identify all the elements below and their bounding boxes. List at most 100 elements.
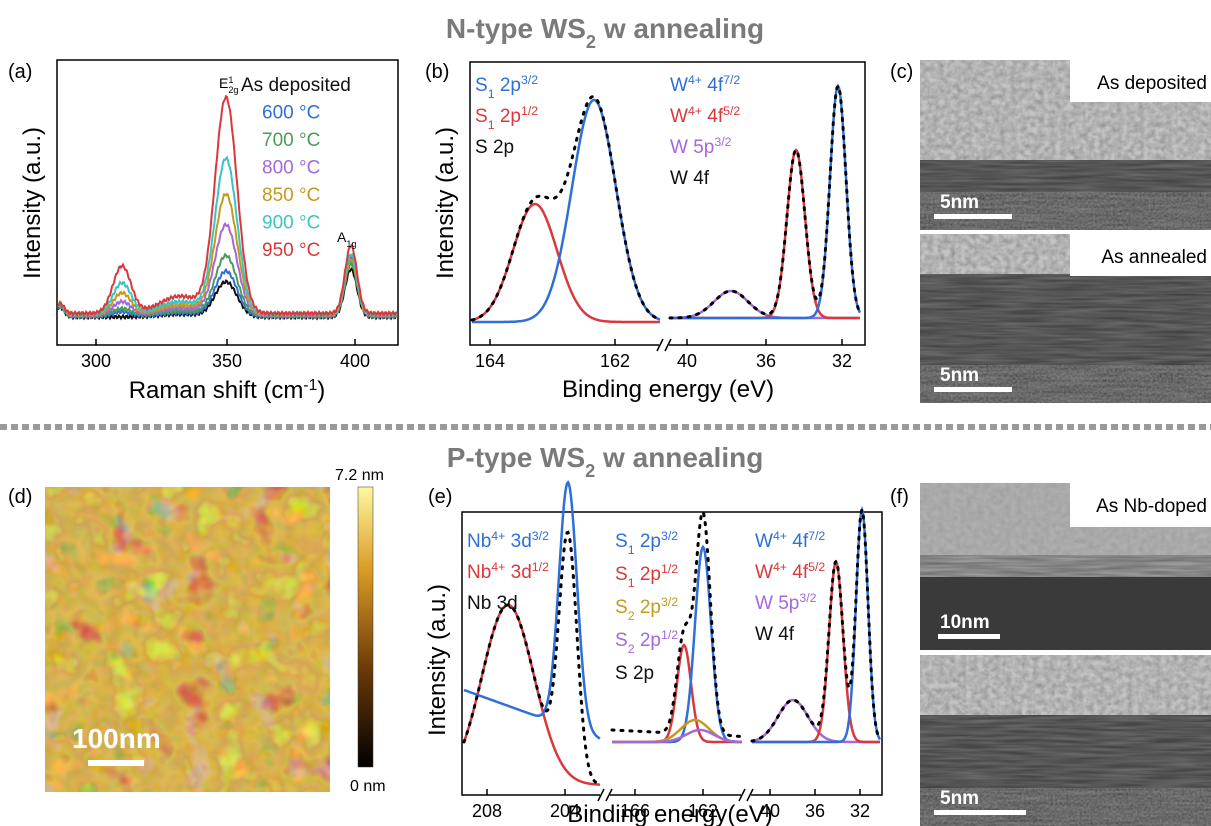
text-part: 4+ (491, 560, 505, 574)
text-part: 1/2 (661, 628, 678, 642)
curve (670, 86, 860, 318)
text-part: -1 (303, 377, 317, 394)
legend-entry: 800 °C (262, 158, 320, 179)
x-axis-label: Raman shift (cm-1) (129, 377, 326, 405)
image-caption: As deposited (1097, 73, 1207, 94)
section-title: N-type WS2 w annealing (446, 13, 764, 52)
colorbar-max: 7.2 nm (335, 467, 384, 484)
legend-entry: W 4f (755, 624, 795, 645)
text-part: w annealing (596, 13, 764, 44)
legend-entry: As deposited (241, 75, 351, 96)
x-tick-label: 40 (760, 801, 780, 821)
legend-entry: W4+ 4f5/2 (755, 560, 825, 583)
legend-entry: 600 °C (262, 103, 320, 124)
text-part: W (755, 562, 773, 583)
text-part: 3d (505, 562, 531, 583)
scale-label: 5nm (940, 365, 979, 386)
text-part: 3/2 (532, 529, 549, 543)
text-part: ) (317, 377, 325, 404)
legend-entry: W 4f (670, 168, 710, 189)
scale-bar (934, 387, 1012, 392)
tem-texture (920, 655, 1211, 715)
text-part: S (475, 106, 488, 127)
figure: N-type WS2 w annealingP-type WS2 w annea… (0, 0, 1211, 826)
legend-entry: Nb 3d (467, 593, 518, 614)
panel-label: (b) (425, 61, 449, 83)
scale-bar (934, 214, 1012, 219)
text-part: 4f (702, 106, 724, 127)
text-part: 3/2 (661, 529, 678, 543)
panel-label: (e) (428, 486, 452, 508)
x-tick-label: 162 (688, 801, 718, 821)
text-part: N-type WS (446, 13, 586, 44)
image-caption: As Nb-doped (1096, 496, 1207, 517)
text-part: 5/2 (808, 560, 825, 574)
text-part: S (615, 630, 628, 651)
scale-label: 5nm (940, 192, 979, 213)
tem-layers (920, 555, 1211, 577)
text-part: 4f (787, 531, 809, 552)
x-tick-label: 166 (620, 801, 650, 821)
legend-entry: 950 °C (262, 240, 320, 261)
text-part: 3/2 (521, 73, 538, 87)
panel-label: (d) (8, 486, 32, 508)
peak-label: A1g (337, 229, 356, 249)
x-tick-label: 36 (805, 801, 825, 821)
legend-entry: S2 2p3/2 (615, 595, 678, 623)
legend-entry: W4+ 4f5/2 (670, 104, 740, 127)
text-part: 3d (505, 531, 531, 552)
legend-entry: S1 2p1/2 (615, 562, 678, 590)
legend-entry: 850 °C (262, 185, 320, 206)
x-tick-label: 164 (475, 351, 505, 371)
x-tick-label: 300 (81, 351, 111, 371)
panel-label: (a) (8, 61, 32, 83)
x-tick-label: 350 (212, 351, 242, 371)
text-part: 3/2 (661, 595, 678, 609)
text-part: S (615, 531, 628, 552)
text-part: 2 (585, 461, 595, 481)
text-part: E (219, 75, 228, 91)
text-part: S (615, 564, 628, 585)
legend-entry: W 5p3/2 (670, 135, 732, 158)
text-part: 7/2 (808, 529, 825, 543)
colorbar-min: 0 nm (350, 778, 386, 795)
text-part: 2p (635, 531, 661, 552)
legend-entry: S1 2p3/2 (615, 529, 678, 557)
section-title: P-type WS2 w annealing (447, 442, 764, 481)
text-part: 4+ (688, 104, 702, 118)
text-part: Nb 3d (467, 593, 518, 614)
colorbar (358, 487, 373, 767)
text-part: 7/2 (723, 73, 740, 87)
fit-curve (670, 86, 860, 318)
x-tick-label: 40 (677, 351, 697, 371)
scale-bar (938, 634, 1000, 639)
text-part: 1/2 (661, 562, 678, 576)
legend-entry: W 5p3/2 (755, 591, 817, 614)
text-part: 2 (586, 32, 596, 52)
text-part: S 2p (615, 663, 654, 684)
text-part: 2g (228, 85, 238, 95)
legend-entry: S1 2p3/2 (475, 73, 538, 101)
x-tick-label: 162 (600, 351, 630, 371)
scale-bar (934, 810, 1026, 815)
fit-curve (472, 97, 660, 320)
text-part: W 4f (670, 168, 710, 189)
text-part: 4f (787, 562, 809, 583)
text-part: P-type WS (447, 442, 585, 473)
x-tick-label: 32 (832, 351, 852, 371)
curve (752, 562, 880, 742)
text-part: W (755, 531, 773, 552)
x-axis-label: Binding energy(eV) (567, 801, 772, 826)
scale-label: 100nm (72, 723, 161, 754)
text-part: S (475, 75, 488, 96)
text-part: 3/2 (714, 135, 731, 149)
text-part: 2p (635, 564, 661, 585)
text-part: 4+ (491, 529, 505, 543)
text-part: 4+ (773, 560, 787, 574)
scale-label: 5nm (940, 788, 979, 809)
text-part: W 5p (755, 593, 799, 614)
x-tick-label: 400 (340, 351, 370, 371)
legend-entry: W4+ 4f7/2 (755, 529, 825, 552)
text-part: 2p (495, 75, 521, 96)
